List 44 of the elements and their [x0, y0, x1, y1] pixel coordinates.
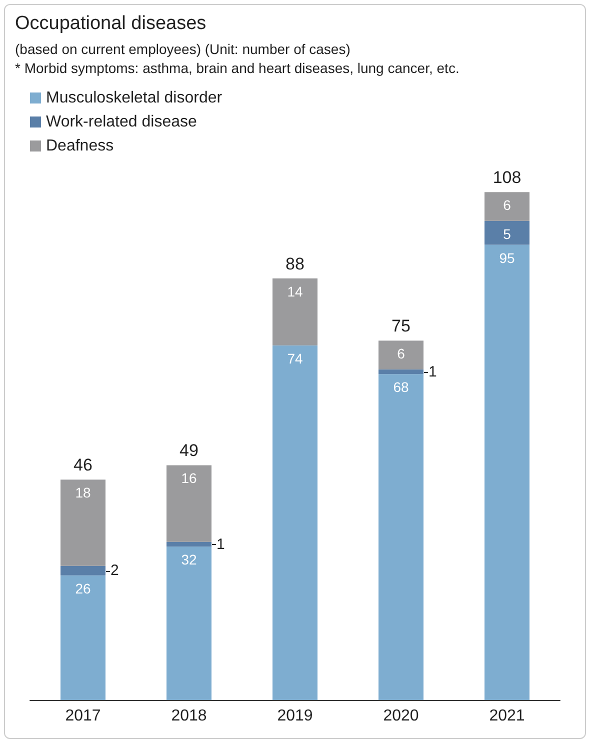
data-label: 2	[110, 562, 119, 580]
x-tick-label: 2018	[171, 708, 207, 724]
chart-title: Occupational diseases	[15, 13, 206, 35]
x-tick-label: 2021	[489, 708, 525, 724]
bar	[166, 465, 212, 542]
bar	[378, 369, 424, 374]
data-label: 6	[397, 346, 406, 362]
bar	[484, 244, 530, 700]
data-label: 6	[503, 197, 512, 214]
total-label: 88	[286, 254, 304, 274]
bar	[378, 340, 424, 370]
chart-subtitle: (based on current employees) (Unit: number of cases)	[15, 41, 350, 57]
total-label: 46	[74, 456, 92, 475]
data-label: 5	[503, 226, 512, 242]
legend-label: Deafness	[46, 138, 114, 154]
data-label: 1	[216, 536, 225, 553]
data-label: 1	[428, 363, 437, 380]
data-label: 14	[287, 283, 303, 300]
bar	[166, 546, 212, 700]
bar	[60, 566, 106, 576]
bar	[272, 278, 318, 346]
total-label: 108	[492, 168, 522, 188]
x-tick-label: 2020	[383, 708, 419, 724]
x-tick-label: 2017	[65, 708, 101, 724]
total-label: 49	[180, 441, 198, 460]
bar	[378, 374, 424, 700]
data-label: 18	[75, 484, 91, 501]
x-tick-label: 2019	[277, 708, 313, 724]
bar	[60, 480, 106, 566]
bar	[60, 575, 106, 700]
bar	[484, 192, 530, 221]
data-label: 32	[181, 552, 197, 568]
data-label: 95	[499, 250, 515, 266]
bar	[484, 220, 530, 245]
total-label: 75	[392, 316, 410, 336]
text: * Morbid symptoms: asthma, brain and heart diseases, lung cancer, etc.	[15, 60, 460, 76]
data-label: 16	[181, 470, 197, 486]
bar	[166, 542, 212, 547]
data-label: 68	[393, 379, 409, 396]
legend-label: Work-related disease	[46, 114, 197, 130]
bar	[272, 345, 318, 700]
data-label: 74	[287, 350, 303, 366]
legend-label: Musculoskeletal disorder	[46, 90, 223, 106]
data-label: 26	[75, 580, 91, 596]
